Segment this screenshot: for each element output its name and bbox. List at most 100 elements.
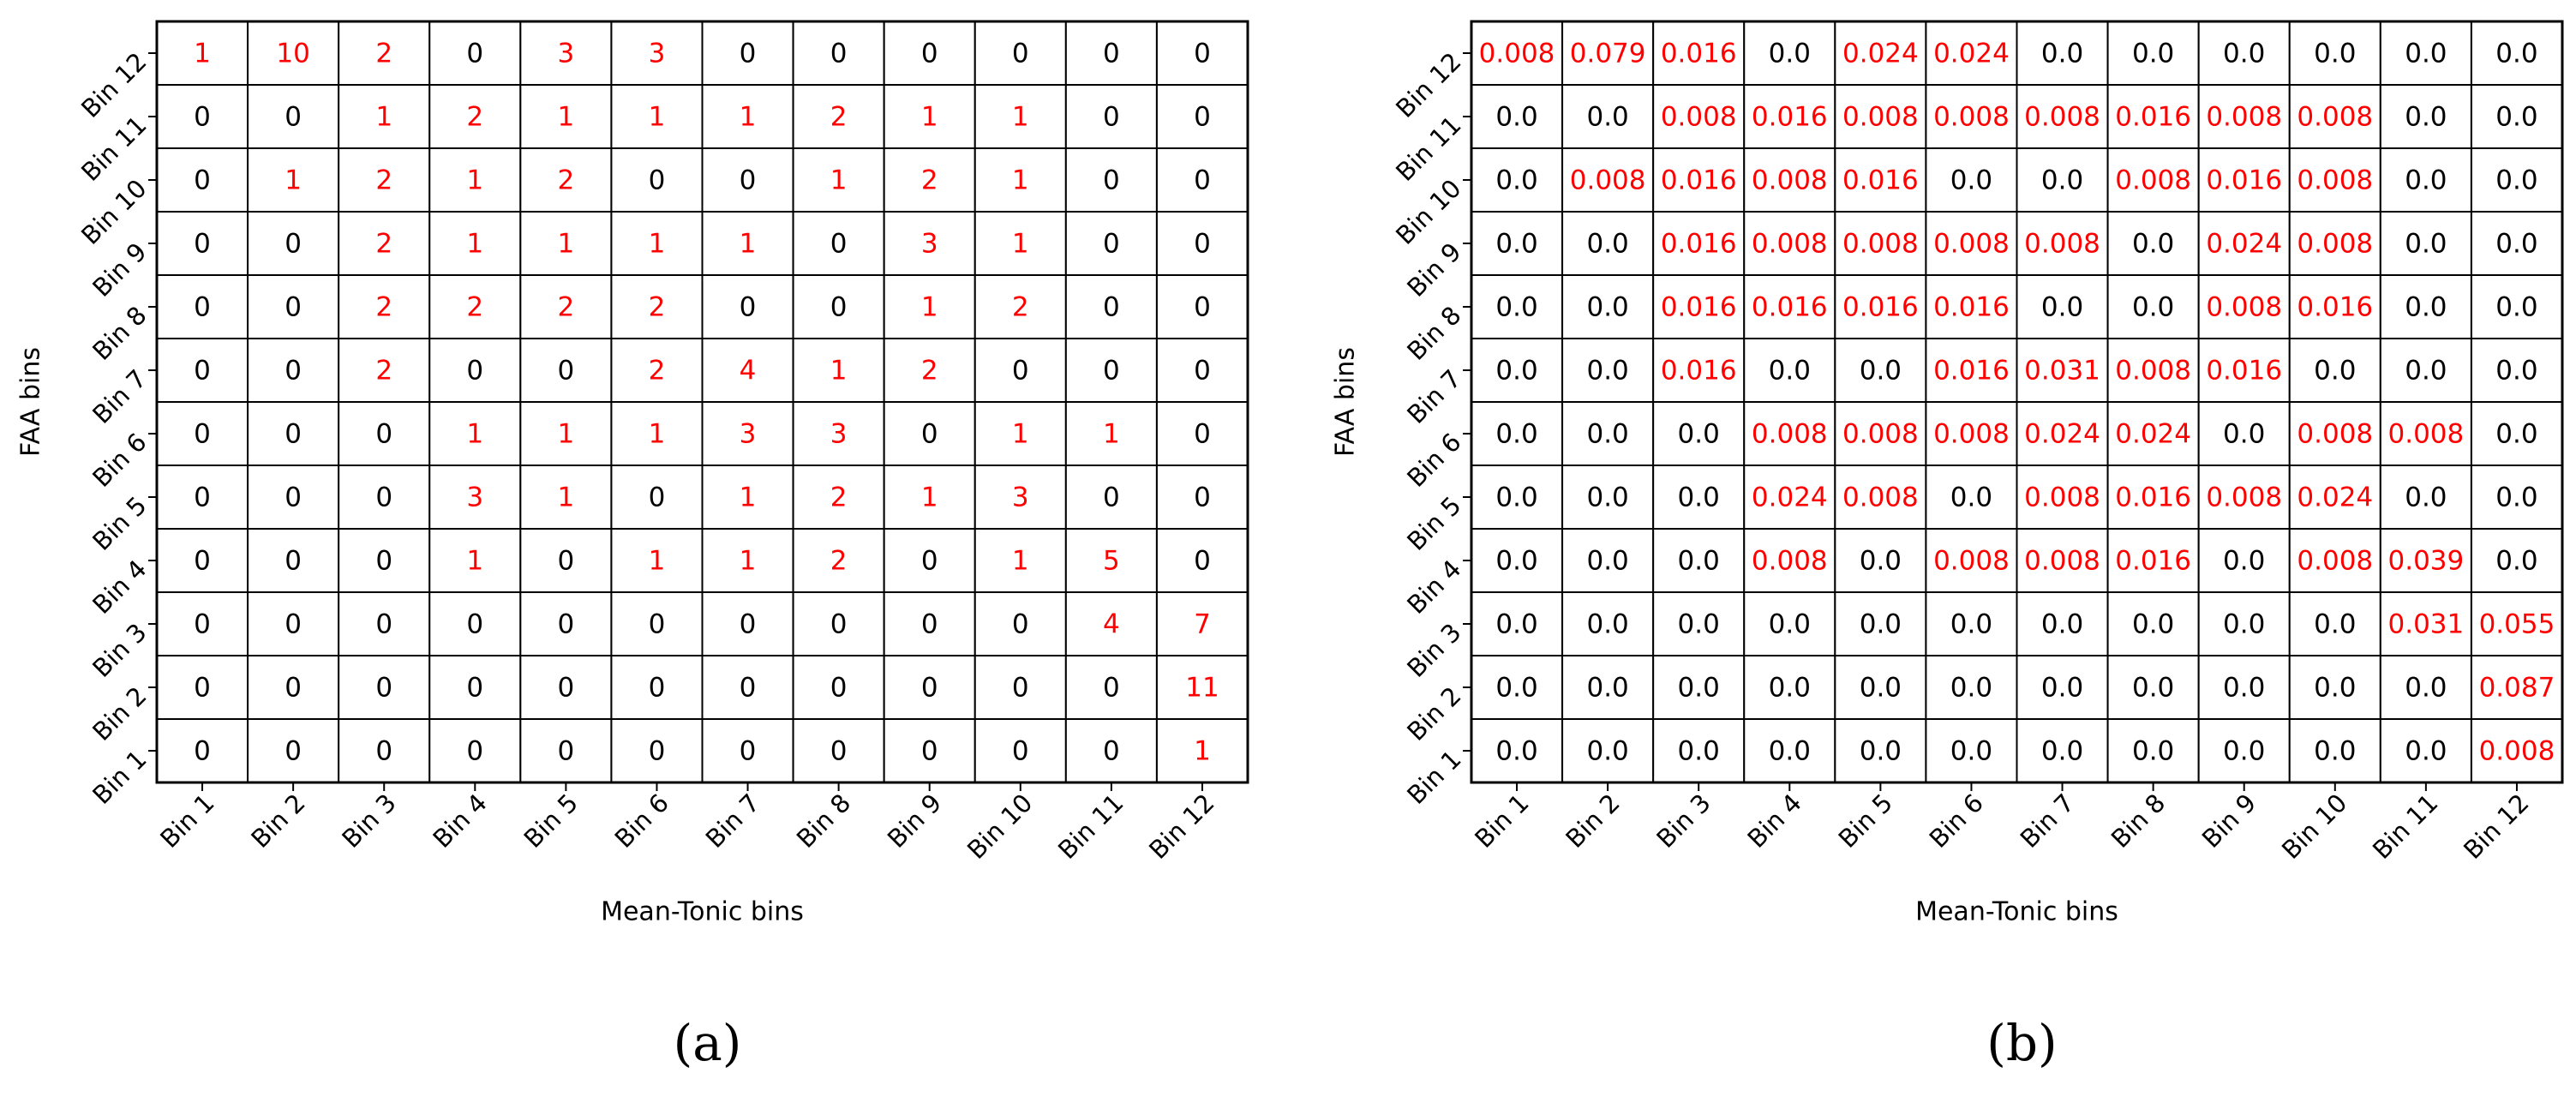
x-tick-label: Bin 6 (1924, 788, 1989, 854)
cell-label: 0.031 (2024, 356, 2100, 387)
y-tick-label: Bin 5 (1401, 491, 1466, 556)
cell-label: 0.0 (2132, 39, 2174, 69)
x-tick-label: Bin 9 (882, 788, 947, 854)
cell-label: 0 (1103, 39, 1120, 69)
frame (1470, 20, 2564, 784)
cell-label: 0.0 (2223, 673, 2265, 704)
x-tick-label: Bin 9 (2196, 788, 2261, 854)
cell-label: 0.031 (2388, 609, 2465, 640)
cell-label: 0 (1012, 673, 1029, 704)
cell (247, 718, 340, 783)
cell-label: 1 (466, 229, 483, 260)
y-tick-label: Bin 11 (1390, 111, 1466, 187)
cell-label: 1 (830, 165, 848, 196)
cell-label: 1 (1012, 229, 1029, 260)
cell-label: 1 (1012, 165, 1029, 196)
cell-label: 2 (558, 165, 575, 196)
y-axis-label: FAA bins (1331, 347, 1361, 457)
cell-label: 1 (1103, 419, 1120, 450)
cell-label: 2 (375, 229, 392, 260)
cell-label: 1 (1012, 546, 1029, 577)
cell (2379, 84, 2472, 149)
cell (156, 21, 249, 86)
cell-label: 0.039 (2388, 546, 2465, 577)
cell-label: 2 (1012, 292, 1029, 323)
cell-label: 0 (830, 39, 848, 69)
y-tick-label: Bin 8 (1401, 301, 1466, 366)
cell-label: 0.008 (1752, 546, 1828, 577)
cell-label: 0 (1103, 165, 1120, 196)
cell-label: 1 (649, 102, 666, 133)
cell-label: 0 (830, 292, 848, 323)
cell-label: 0 (194, 356, 211, 387)
cell-label: 0.008 (2206, 483, 2282, 513)
cell (1834, 338, 1927, 403)
cell-label: 0.0 (2132, 229, 2174, 260)
cell (2106, 21, 2200, 86)
cell (247, 274, 340, 339)
cell-label: 0.008 (1933, 419, 2010, 450)
cell (1743, 211, 1836, 276)
cell-label: 0 (194, 609, 211, 640)
cell-label: 0.016 (1842, 292, 1919, 323)
cell-label: 2 (921, 356, 938, 387)
cell-label: 0 (285, 483, 302, 513)
cell (2197, 465, 2291, 530)
cell (519, 147, 613, 213)
cell (2470, 147, 2564, 213)
cell (1561, 147, 1655, 213)
y-tick-label: Bin 1 (1401, 745, 1466, 810)
cell-label: 0.0 (1860, 736, 1902, 767)
cell-label: 0.0 (2314, 673, 2356, 704)
y-tick-label: Bin 3 (87, 618, 152, 683)
cell (1834, 591, 1927, 656)
cell-label: 0.024 (2206, 229, 2282, 260)
cell-label: 0.0 (2223, 39, 2265, 69)
cell (2016, 211, 2109, 276)
cell (973, 591, 1067, 656)
cell-label: 2 (558, 292, 575, 323)
cell-label: 0 (375, 673, 392, 704)
cell (519, 591, 613, 656)
cell-label: 0 (466, 609, 483, 640)
cell-label: 0.0 (1860, 673, 1902, 704)
cell-label: 1 (466, 546, 483, 577)
cell-label: 0.008 (1842, 419, 1919, 450)
cell (2470, 211, 2564, 276)
cell (2288, 147, 2381, 213)
x-tick-label: Bin 7 (700, 788, 765, 854)
cell (2379, 528, 2472, 593)
cell-label: 0 (1194, 483, 1211, 513)
cell-label: 0 (285, 292, 302, 323)
y-tick-label: Bin 7 (87, 364, 152, 429)
cell (1925, 465, 2018, 530)
cell (2379, 211, 2472, 276)
cell-label: 0.016 (1661, 229, 1737, 260)
cell-label: 2 (649, 292, 666, 323)
cell-label: 0.0 (1586, 673, 1628, 704)
cell (1471, 274, 1564, 339)
cell-label: 0 (194, 292, 211, 323)
cell-label: 0.0 (1586, 609, 1628, 640)
cell-label: 1 (558, 102, 575, 133)
cell-label: 0.0 (2314, 39, 2356, 69)
cell-label: 0 (466, 356, 483, 387)
cell-label: 0.008 (1479, 39, 1555, 69)
cell-label: 0 (285, 356, 302, 387)
cell (519, 401, 613, 466)
y-tick-label: Bin 8 (87, 301, 152, 366)
y-tick-label: Bin 1 (87, 745, 152, 810)
cell (2106, 84, 2200, 149)
cell-label: 0.024 (2297, 483, 2373, 513)
cell (1652, 274, 1746, 339)
cell-label: 3 (1012, 483, 1029, 513)
cell-label: 2 (830, 102, 848, 133)
cell (973, 401, 1067, 466)
cell (1155, 465, 1249, 530)
cell-label: 0.0 (2314, 736, 2356, 767)
cell-label: 1 (740, 483, 757, 513)
x-tick-label: Bin 11 (1052, 788, 1129, 865)
cell-label: 0.016 (1933, 292, 2010, 323)
cell-label: 0 (1194, 229, 1211, 260)
cell-label: 0.016 (1933, 356, 2010, 387)
